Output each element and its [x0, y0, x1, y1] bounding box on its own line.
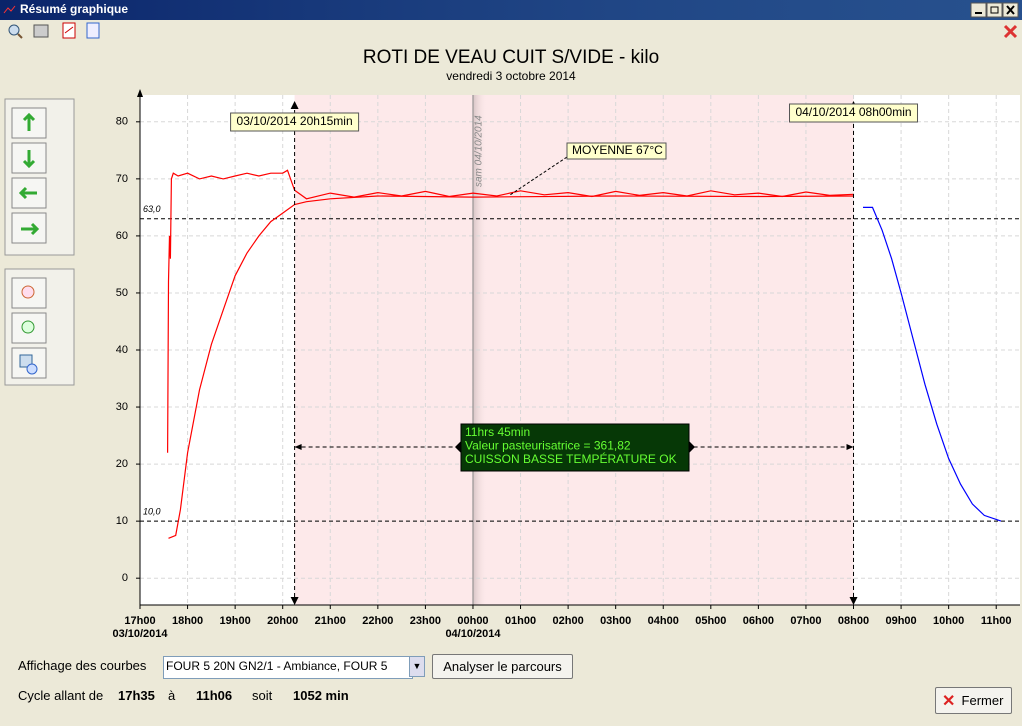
- display-label: Affichage des courbes: [18, 658, 147, 673]
- summary-box: [460, 423, 690, 472]
- marker-label-box: [789, 103, 919, 123]
- analyze-button[interactable]: Analyser le parcours: [432, 654, 573, 679]
- x-tick-label: 18h00: [172, 615, 203, 627]
- series-line: [168, 195, 854, 539]
- x-date-label: 04/10/2014: [445, 628, 501, 640]
- for-word: soit: [252, 688, 273, 703]
- summary-line: 11hrs 45min: [465, 425, 530, 439]
- cycle-label: Cycle allant de: [18, 688, 104, 703]
- x-tick-label: 04h00: [648, 615, 679, 627]
- x-tick-label: 02h00: [553, 615, 584, 627]
- series-line: [167, 169, 854, 453]
- x-tick-label: 17h00: [124, 615, 155, 627]
- y-tick-label: 40: [116, 344, 128, 356]
- annotation-box: [566, 142, 667, 160]
- toolbar[interactable]: [8, 22, 1018, 39]
- x-tick-label: 11h00: [981, 615, 1012, 627]
- day-label: sam 04/10/2014: [474, 115, 485, 187]
- cycle-start: 17h35: [118, 688, 155, 703]
- summary-line: CUISSON BASSE TEMPÉRATURE OK: [465, 451, 677, 466]
- marker-label: 04/10/2014 08h00min: [795, 105, 911, 119]
- y-tick-label: 20: [116, 458, 128, 470]
- x-tick-label: 06h00: [743, 615, 774, 627]
- marker-label-box: [230, 112, 360, 132]
- cycle-duration: 1052 min: [293, 688, 349, 703]
- side-panel[interactable]: [4, 98, 75, 386]
- x-tick-label: 19h00: [220, 615, 251, 627]
- y-tick-label: 60: [116, 230, 128, 242]
- x-tick-label: 09h00: [885, 615, 916, 627]
- x-tick-label: 22h00: [362, 615, 393, 627]
- reference-label: 10,0: [143, 507, 161, 517]
- window-buttons[interactable]: [970, 2, 1019, 18]
- annotation: MOYENNE 67°C: [572, 143, 663, 157]
- y-tick-label: 80: [116, 116, 128, 128]
- x-date-label: 03/10/2014: [112, 628, 168, 640]
- app-icon: [3, 5, 16, 14]
- at-word: à: [168, 688, 176, 703]
- close-icon: ✕: [942, 693, 956, 710]
- x-tick-label: 23h00: [410, 615, 441, 627]
- y-tick-label: 0: [122, 572, 128, 584]
- marker-label: 03/10/2014 20h15min: [237, 114, 353, 128]
- y-axis-arrow: [137, 89, 143, 97]
- x-tick-label: 07h00: [790, 615, 821, 627]
- summary-line: Valeur pasteurisatrice = 361,82: [465, 439, 631, 453]
- x-tick-label: 20h00: [267, 615, 298, 627]
- y-tick-label: 70: [116, 173, 128, 185]
- window-title: Résumé graphique: [20, 2, 128, 16]
- y-tick-label: 30: [116, 401, 128, 413]
- x-tick-label: 00h00: [457, 615, 488, 627]
- x-tick-label: 21h00: [315, 615, 346, 627]
- close-button[interactable]: ✕ Fermer: [935, 687, 1012, 714]
- title-bar-gradient: [0, 0, 1022, 20]
- cycle-end: 11h06: [196, 688, 233, 703]
- annotation-leader: [509, 156, 568, 196]
- x-tick-label: 03h00: [600, 615, 631, 627]
- select-arrow[interactable]: ▼: [409, 656, 425, 677]
- reference-label: 63,0: [143, 204, 161, 214]
- curve-select[interactable]: FOUR 5 20N GN2/1 - Ambiance, FOUR 5: [163, 656, 413, 679]
- x-tick-label: 08h00: [838, 615, 869, 627]
- x-tick-label: 05h00: [695, 615, 726, 627]
- y-tick-label: 50: [116, 287, 128, 299]
- chart-subtitle: vendredi 3 octobre 2014: [446, 69, 576, 83]
- close-label: Fermer: [961, 693, 1004, 708]
- chart-title: ROTI DE VEAU CUIT S/VIDE - kilo: [363, 47, 659, 68]
- x-tick-label: 01h00: [505, 615, 536, 627]
- y-tick-label: 10: [116, 515, 128, 527]
- x-tick-label: 10h00: [933, 615, 964, 627]
- series-line: [863, 206, 1002, 522]
